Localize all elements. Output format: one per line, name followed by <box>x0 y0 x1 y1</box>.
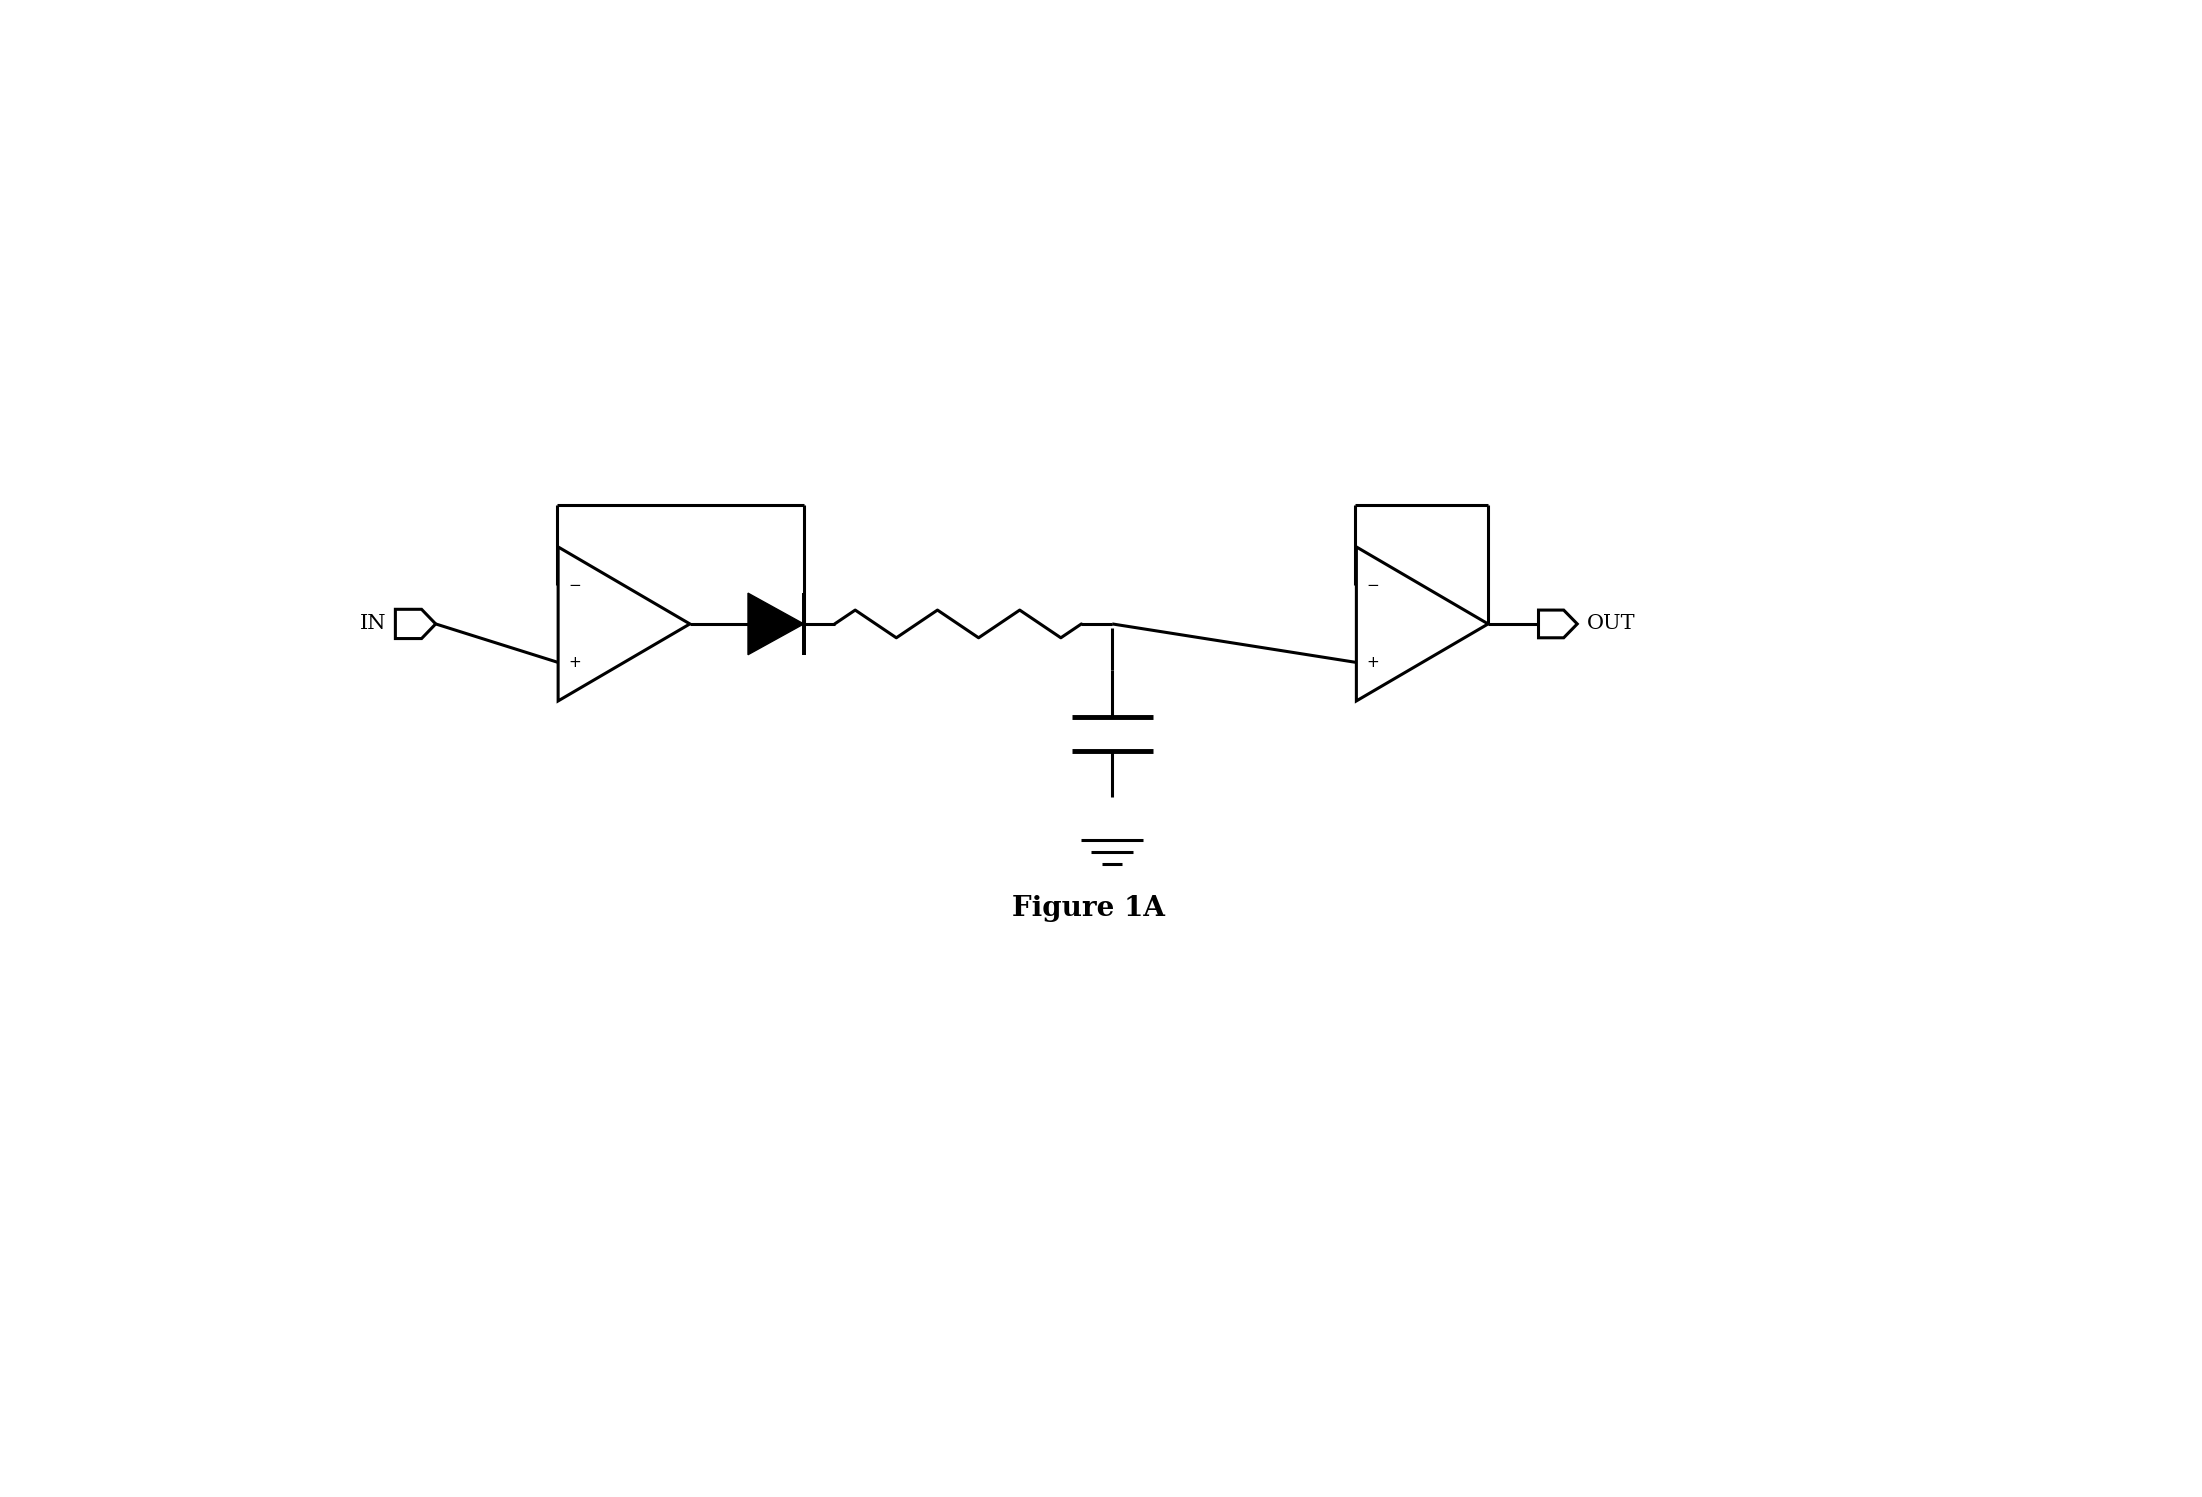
Text: −: − <box>568 578 581 593</box>
Polygon shape <box>749 593 804 654</box>
Text: +: + <box>568 654 581 671</box>
Text: Figure 1A: Figure 1A <box>1013 895 1165 922</box>
Text: IN: IN <box>359 614 385 633</box>
Text: −: − <box>1367 578 1378 593</box>
Text: +: + <box>1367 654 1378 671</box>
Text: OUT: OUT <box>1588 614 1636 633</box>
